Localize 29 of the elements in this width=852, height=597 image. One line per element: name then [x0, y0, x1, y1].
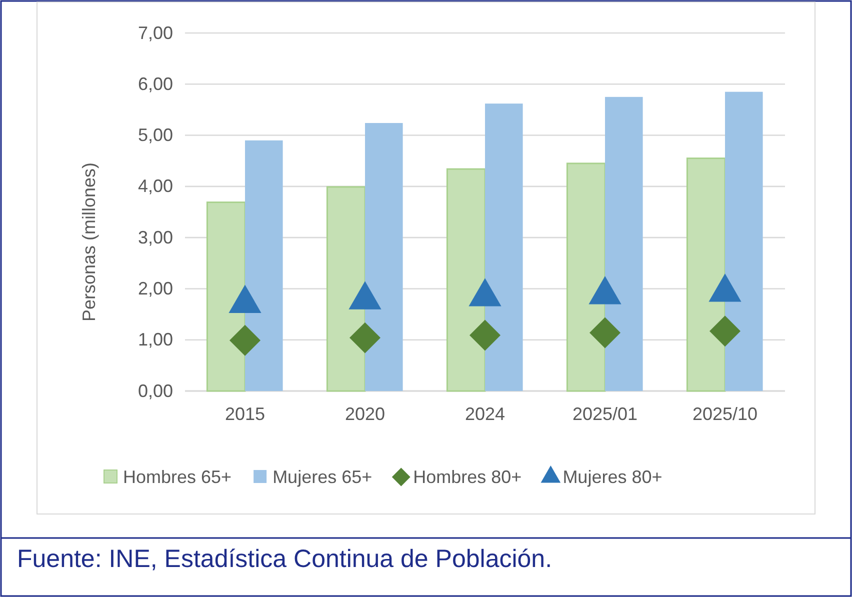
bar: [245, 140, 283, 391]
y-axis-title: Personas (millones): [79, 162, 99, 322]
y-tick-label: 7,00: [138, 22, 173, 43]
y-tick-label: 0,00: [138, 380, 173, 401]
y-tick-label: 3,00: [138, 227, 173, 248]
x-tick-label: 2025/01: [572, 404, 638, 424]
y-tick-label: 5,00: [138, 125, 173, 146]
legend-label: Mujeres 65+: [272, 467, 372, 487]
legend-label: Hombres 65+: [123, 467, 232, 487]
x-tick-label: 2015: [224, 404, 266, 424]
x-tick-label: 2020: [344, 404, 386, 424]
bar: [686, 158, 726, 392]
y-tick-label: 2,00: [138, 278, 173, 298]
bar: [326, 186, 366, 392]
bar: [605, 96, 643, 391]
x-tick-label: 2025/10: [692, 404, 758, 424]
x-tick-label: 2024: [464, 404, 506, 424]
bar: [566, 162, 606, 392]
bar: [725, 92, 763, 391]
legend-label: Hombres 80+: [413, 467, 522, 487]
bar: [485, 104, 523, 391]
bar: [206, 202, 246, 392]
bar: [446, 168, 486, 392]
y-tick-label: 6,00: [138, 74, 173, 94]
y-tick-label: 1,00: [138, 330, 173, 350]
bar: [365, 123, 403, 391]
source-note: Fuente: INE, Estadística Continua de Población.: [17, 545, 552, 573]
legend-label: Mujeres 80+: [562, 467, 662, 487]
y-tick-label: 4,00: [138, 176, 173, 196]
